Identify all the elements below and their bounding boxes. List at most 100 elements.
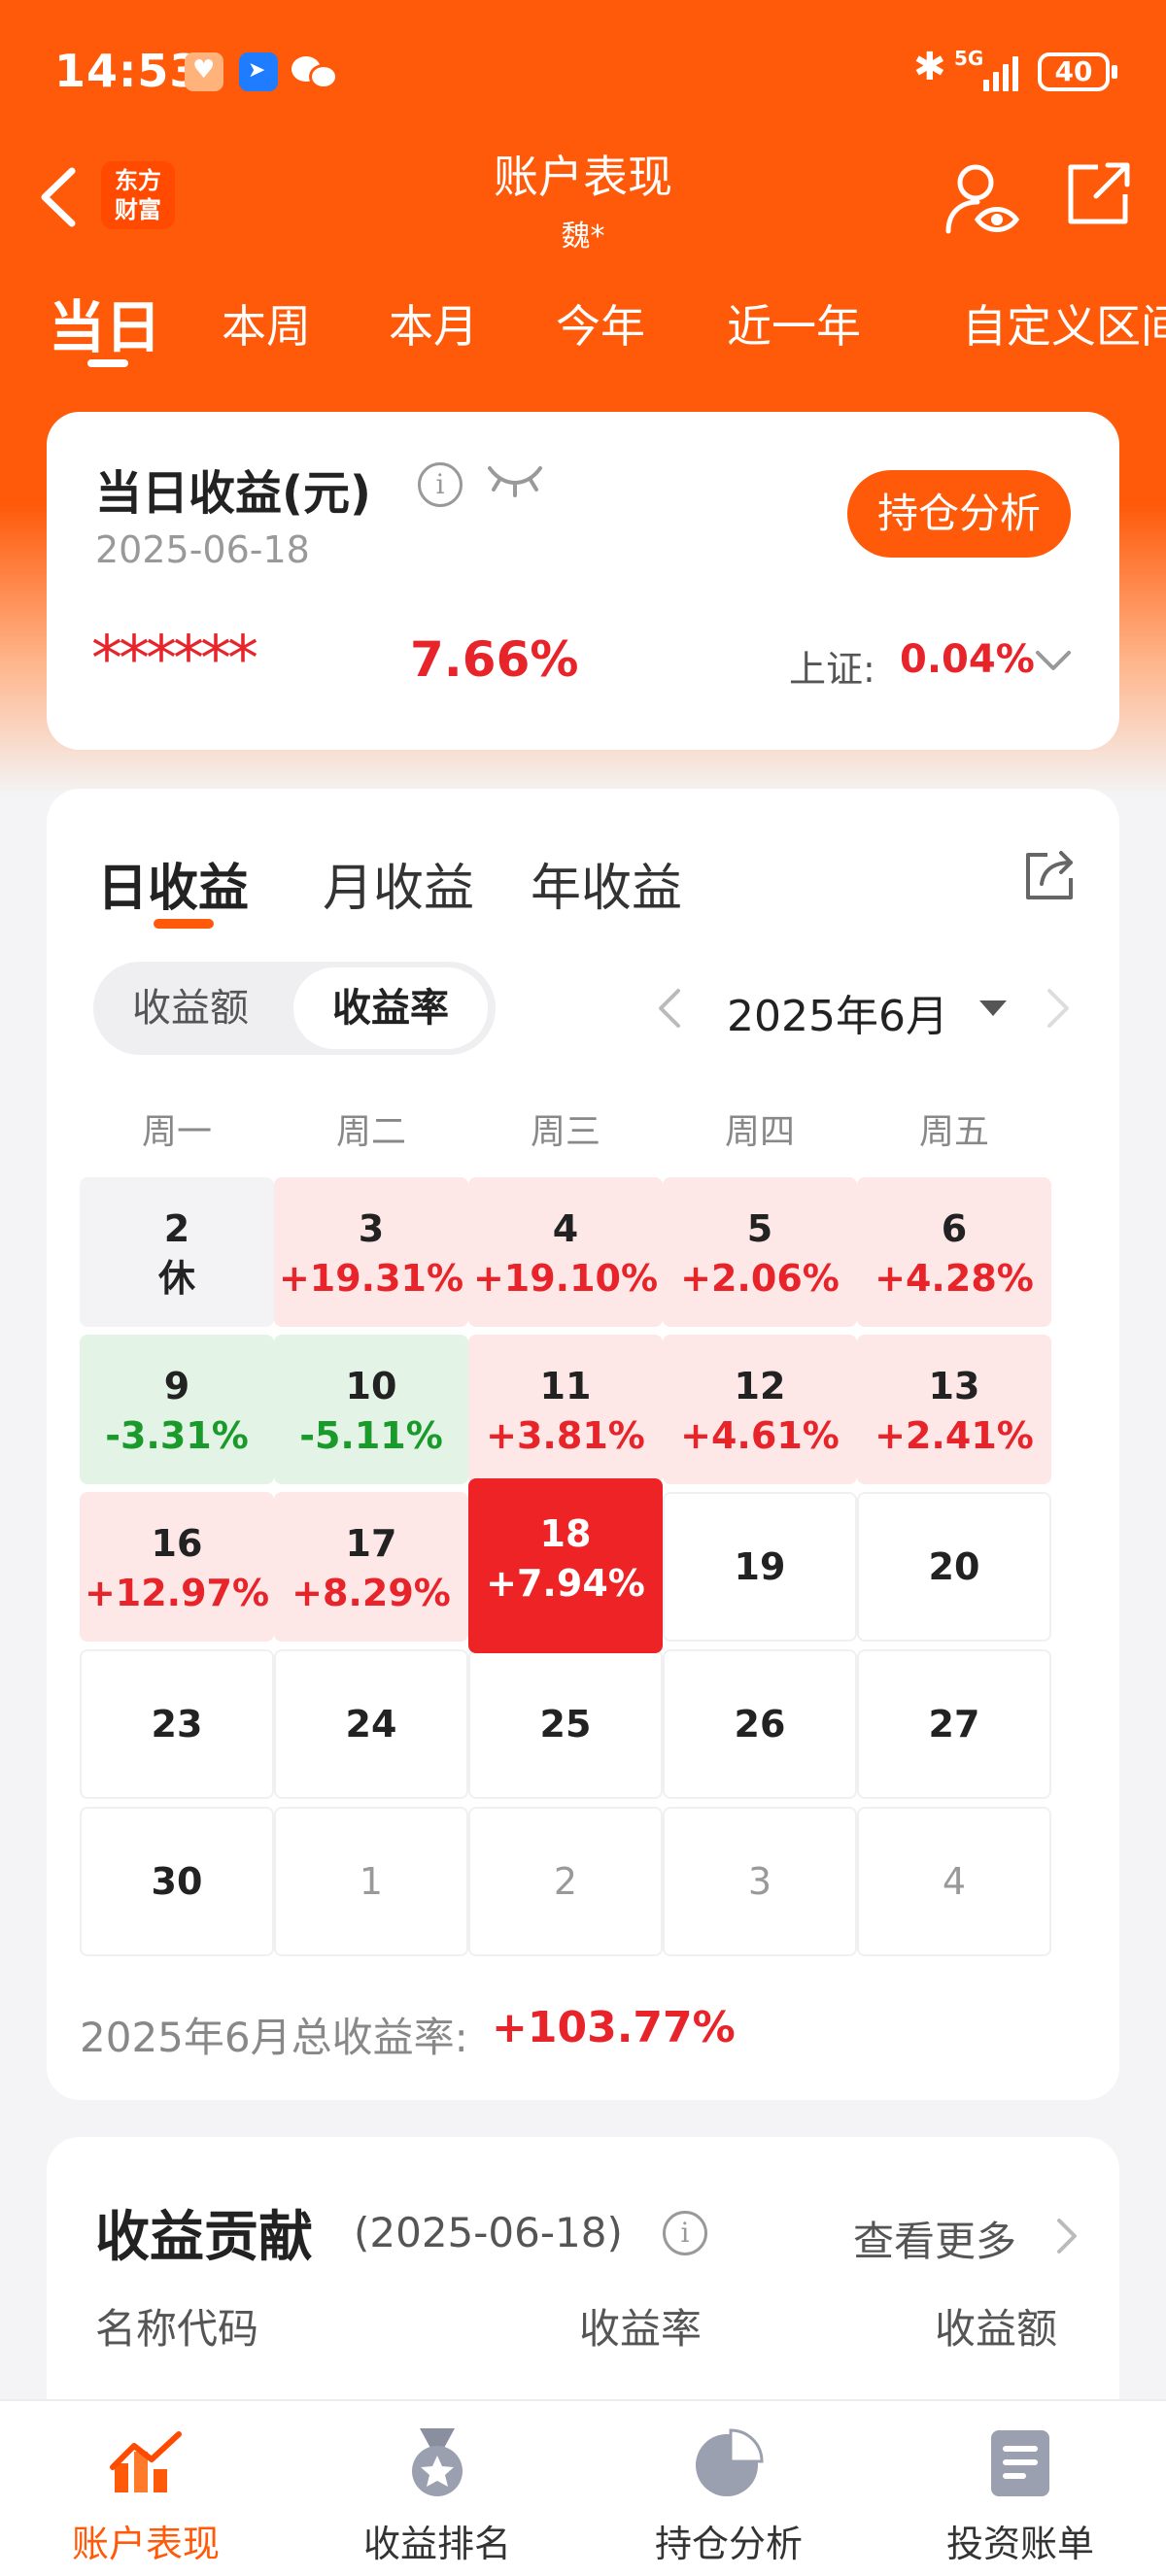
calendar-day-cell[interactable]: 4 +19.10% xyxy=(468,1177,663,1327)
nav-label: 投资账单 xyxy=(945,2523,1094,2565)
calendar-day-number: 11 xyxy=(539,1365,592,1407)
calendar-day-number: 6 xyxy=(941,1207,968,1250)
weekday-mon: 周一 xyxy=(141,1112,212,1152)
calendar-day-cell[interactable]: 25 xyxy=(468,1649,663,1799)
summary-title: 当日收益(元) xyxy=(95,466,371,521)
pie-chart-icon xyxy=(696,2428,764,2496)
calendar-day-return: +12.97% xyxy=(84,1572,270,1614)
app-logo: 东方财富 xyxy=(101,161,175,229)
calendar-day-return: +2.41% xyxy=(874,1414,1034,1457)
status-time: 14:53 xyxy=(54,45,202,97)
calendar-day-cell[interactable]: 10 -5.11% xyxy=(274,1335,468,1484)
calendar-day-return: 休 xyxy=(157,1257,195,1300)
calendar-day-return: -3.31% xyxy=(105,1414,249,1457)
calendar-day-number: 30 xyxy=(151,1860,203,1903)
calendar-day-cell[interactable]: 19 xyxy=(663,1492,857,1642)
calendar-day-number: 2 xyxy=(163,1207,190,1250)
privacy-view-icon[interactable] xyxy=(943,159,1020,237)
daily-return-rate: 7.66% xyxy=(410,631,579,688)
toggle-profit-amount[interactable]: 收益额 xyxy=(132,986,249,1031)
status-bar: 14:53 ✱ 5G 40 xyxy=(0,0,1166,146)
weekday-thu: 周四 xyxy=(724,1112,795,1152)
tab-this-year[interactable]: 今年 xyxy=(556,300,645,353)
back-arrow-icon[interactable] xyxy=(35,163,84,231)
calendar-day-cell[interactable]: 16 +12.97% xyxy=(80,1492,274,1642)
active-tab-indicator xyxy=(87,359,128,367)
nav-profit-ranking[interactable]: 收益排名 xyxy=(292,2401,583,2576)
calendar-day-cell[interactable]: 27 xyxy=(857,1649,1051,1799)
calendar-day-cell[interactable]: 20 xyxy=(857,1492,1051,1642)
wechat-icon xyxy=(292,54,338,89)
calendar-day-cell[interactable]: 3 xyxy=(663,1807,857,1956)
previous-month-icon[interactable] xyxy=(649,979,688,1037)
calendar-day-number: 3 xyxy=(358,1207,385,1250)
column-profit-amount: 收益额 xyxy=(935,2305,1058,2353)
calendar-day-cell[interactable]: 23 xyxy=(80,1649,274,1799)
caret-down-icon[interactable] xyxy=(979,1000,1007,1016)
calendar-day-number: 9 xyxy=(163,1365,190,1407)
tab-last-year[interactable]: 近一年 xyxy=(727,300,861,353)
calendar-day-cell[interactable]: 12 +4.61% xyxy=(663,1335,857,1484)
calendar-day-number: 10 xyxy=(345,1365,397,1407)
hide-amount-icon[interactable] xyxy=(486,458,544,497)
contribution-title: 收益贡献 xyxy=(95,2206,313,2269)
next-month-icon[interactable] xyxy=(1040,979,1079,1037)
month-selector[interactable]: 2025年6月 xyxy=(727,992,948,1041)
nav-holdings-analysis[interactable]: 持仓分析 xyxy=(583,2401,874,2576)
calendar-day-number: 17 xyxy=(345,1522,397,1565)
tab-yearly-profit[interactable]: 年收益 xyxy=(531,860,683,918)
chevron-down-icon[interactable] xyxy=(1034,645,1073,674)
holdings-analysis-button[interactable]: 持仓分析 xyxy=(847,470,1071,558)
calendar-day-cell[interactable]: 9 -3.31% xyxy=(80,1335,274,1484)
medal-icon xyxy=(412,2428,463,2496)
calendar-day-return: +2.06% xyxy=(680,1257,840,1300)
tab-this-week[interactable]: 本周 xyxy=(222,300,311,353)
calendar-day-number: 3 xyxy=(747,1860,772,1903)
tab-today[interactable]: 当日 xyxy=(49,294,162,360)
info-icon[interactable]: i xyxy=(418,462,463,507)
calendar-day-cell[interactable]: 4 xyxy=(857,1807,1051,1956)
nav-account-performance[interactable]: 账户表现 xyxy=(0,2401,292,2576)
calendar-day-cell[interactable]: 6 +4.28% xyxy=(857,1177,1051,1327)
calendar-day-cell[interactable]: 3 +19.31% xyxy=(274,1177,468,1327)
share-icon[interactable] xyxy=(1063,159,1133,229)
notification-app-icon xyxy=(239,52,278,91)
calendar-day-cell[interactable]: 1 xyxy=(274,1807,468,1956)
bluetooth-icon: ✱ xyxy=(913,45,946,89)
calendar-day-cell[interactable]: 18 +7.94% xyxy=(468,1478,663,1653)
calendar-day-return: +19.10% xyxy=(472,1257,659,1300)
calendar-day-cell[interactable]: 24 xyxy=(274,1649,468,1799)
calendar-day-return: +19.31% xyxy=(278,1257,464,1300)
chevron-right-icon[interactable] xyxy=(1051,2215,1080,2257)
tab-monthly-profit[interactable]: 月收益 xyxy=(323,860,475,918)
calendar-day-return: +7.94% xyxy=(486,1562,645,1605)
calendar-day-cell[interactable]: 11 +3.81% xyxy=(468,1335,663,1484)
calendar-day-cell[interactable]: 5 +2.06% xyxy=(663,1177,857,1327)
logo-text: 东方财富 xyxy=(115,167,161,223)
tab-daily-profit[interactable]: 日收益 xyxy=(97,860,250,918)
index-value: 0.04% xyxy=(900,637,1035,682)
network-type: 5G xyxy=(954,47,984,70)
view-more-link[interactable]: 查看更多 xyxy=(853,2218,1017,2265)
calendar-day-return: +3.81% xyxy=(486,1414,645,1457)
calendar-day-cell[interactable]: 30 xyxy=(80,1807,274,1956)
tab-this-month[interactable]: 本月 xyxy=(389,300,478,353)
month-total-value: +103.77% xyxy=(492,2003,736,2052)
calendar-tab-indicator xyxy=(154,919,214,929)
calendar-day-cell[interactable]: 26 xyxy=(663,1649,857,1799)
month-total-label: 2025年6月总收益率: xyxy=(80,2014,468,2061)
toggle-profit-rate[interactable]: 收益率 xyxy=(293,967,488,1049)
tab-custom-range[interactable]: 自定义区间 xyxy=(962,300,1166,353)
nav-investment-bill[interactable]: 投资账单 xyxy=(874,2401,1166,2576)
calendar-day-number: 19 xyxy=(734,1545,786,1588)
info-icon[interactable]: i xyxy=(663,2211,707,2255)
signal-icon: 5G xyxy=(954,49,1022,91)
calendar-day-number: 2 xyxy=(553,1860,578,1903)
export-icon[interactable] xyxy=(1020,847,1079,905)
calendar-day-return: +8.29% xyxy=(292,1572,451,1614)
calendar-day-cell[interactable]: 13 +2.41% xyxy=(857,1335,1051,1484)
weekday-tue: 周二 xyxy=(335,1112,406,1152)
calendar-day-cell[interactable]: 2 xyxy=(468,1807,663,1956)
calendar-day-cell[interactable]: 17 +8.29% xyxy=(274,1492,468,1642)
